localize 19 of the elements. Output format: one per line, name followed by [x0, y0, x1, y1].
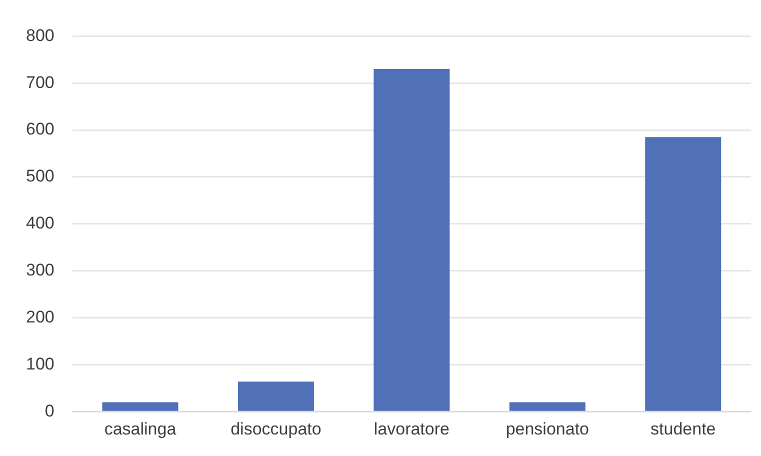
x-tick-label: pensionato: [506, 419, 590, 438]
x-tick-label: lavoratore: [374, 419, 450, 438]
y-tick-label: 200: [26, 307, 54, 326]
bar: [238, 382, 314, 411]
y-tick-label: 600: [26, 120, 54, 139]
y-tick-label: 800: [26, 26, 54, 45]
y-tick-label: 500: [26, 166, 54, 186]
bar: [645, 137, 722, 411]
y-tick-label: 300: [26, 260, 54, 280]
y-tick-label: 0: [44, 401, 54, 420]
x-tick-label: casalinga: [104, 419, 177, 438]
y-tick-label: 700: [26, 72, 54, 92]
x-tick-label: studente: [650, 419, 716, 438]
bar: [102, 402, 178, 411]
bar: [509, 402, 586, 411]
x-tick-label: disoccupato: [230, 419, 322, 438]
bar: [374, 69, 450, 411]
y-tick-label: 100: [26, 354, 54, 374]
y-tick-label: 400: [26, 214, 54, 233]
